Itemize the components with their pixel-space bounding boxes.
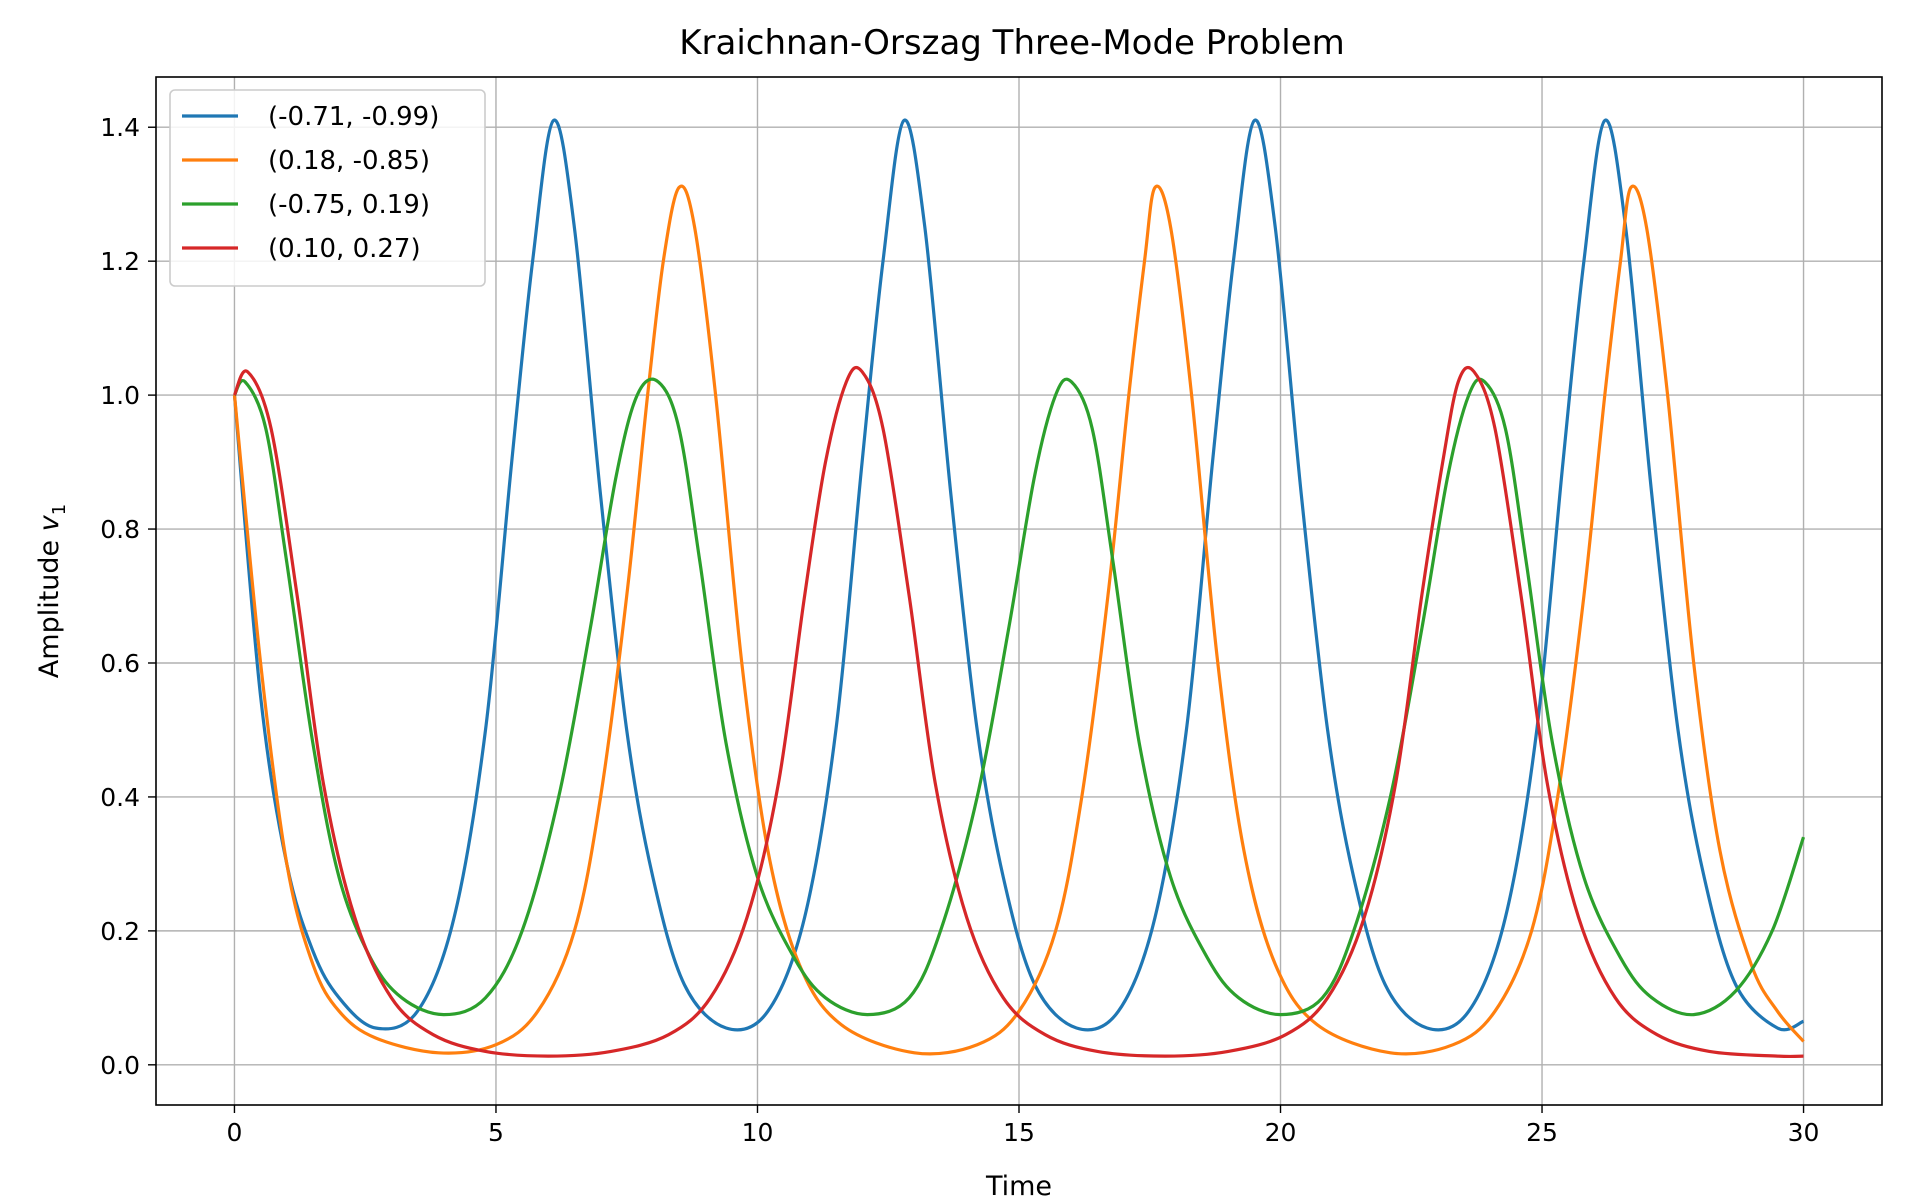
legend-label-2: (0.18, -0.85) <box>268 146 430 176</box>
legend: (-0.71, -0.99) (0.18, -0.85) (-0.75, 0.19)… <box>169 89 486 287</box>
grid-lines <box>156 77 1882 1105</box>
x-tick-label: 10 <box>742 1118 774 1147</box>
legend-box <box>169 89 486 287</box>
y-axis-label-var: v <box>34 514 65 531</box>
series-line-4 <box>233 365 1804 1059</box>
y-axis-label-text: Amplitude <box>34 540 65 678</box>
legend-label-4: (0.10, 0.27) <box>268 234 421 264</box>
y-axis-label: Amplitude v1 <box>34 504 70 678</box>
x-tick-label: 15 <box>1003 1118 1035 1147</box>
series-lines <box>232 118 1806 1059</box>
x-tick-label: 5 <box>488 1118 504 1147</box>
x-axis-ticks: 0 5 10 15 20 25 30 <box>227 1105 1820 1147</box>
x-axis-label: Time <box>985 1171 1052 1198</box>
legend-label-1: (-0.71, -0.99) <box>268 102 439 132</box>
x-tick-label: 0 <box>227 1118 243 1147</box>
y-tick-label: 1.2 <box>100 247 140 276</box>
x-tick-label: 25 <box>1526 1118 1558 1147</box>
y-tick-label: 0.6 <box>100 649 140 678</box>
y-axis-label-sub: 1 <box>49 504 70 515</box>
chart-title: Kraichnan-Orszag Three-Mode Problem <box>679 23 1345 63</box>
x-tick-label: 30 <box>1788 1118 1820 1147</box>
y-tick-label: 0.0 <box>100 1051 140 1080</box>
y-tick-label: 0.2 <box>100 917 140 946</box>
y-tick-label: 0.4 <box>100 783 140 812</box>
y-tick-label: 1.4 <box>100 113 140 142</box>
series-line-3 <box>233 377 1806 1017</box>
y-axis-ticks: 0.0 0.2 0.4 0.6 0.8 1.0 1.2 1.4 <box>100 113 156 1080</box>
y-tick-label: 1.0 <box>100 381 140 410</box>
series-line-1 <box>232 118 1805 1032</box>
y-tick-label: 0.8 <box>100 515 140 544</box>
legend-label-3: (-0.75, 0.19) <box>268 190 430 220</box>
x-tick-label: 20 <box>1265 1118 1297 1147</box>
series-line-2 <box>232 184 1805 1056</box>
